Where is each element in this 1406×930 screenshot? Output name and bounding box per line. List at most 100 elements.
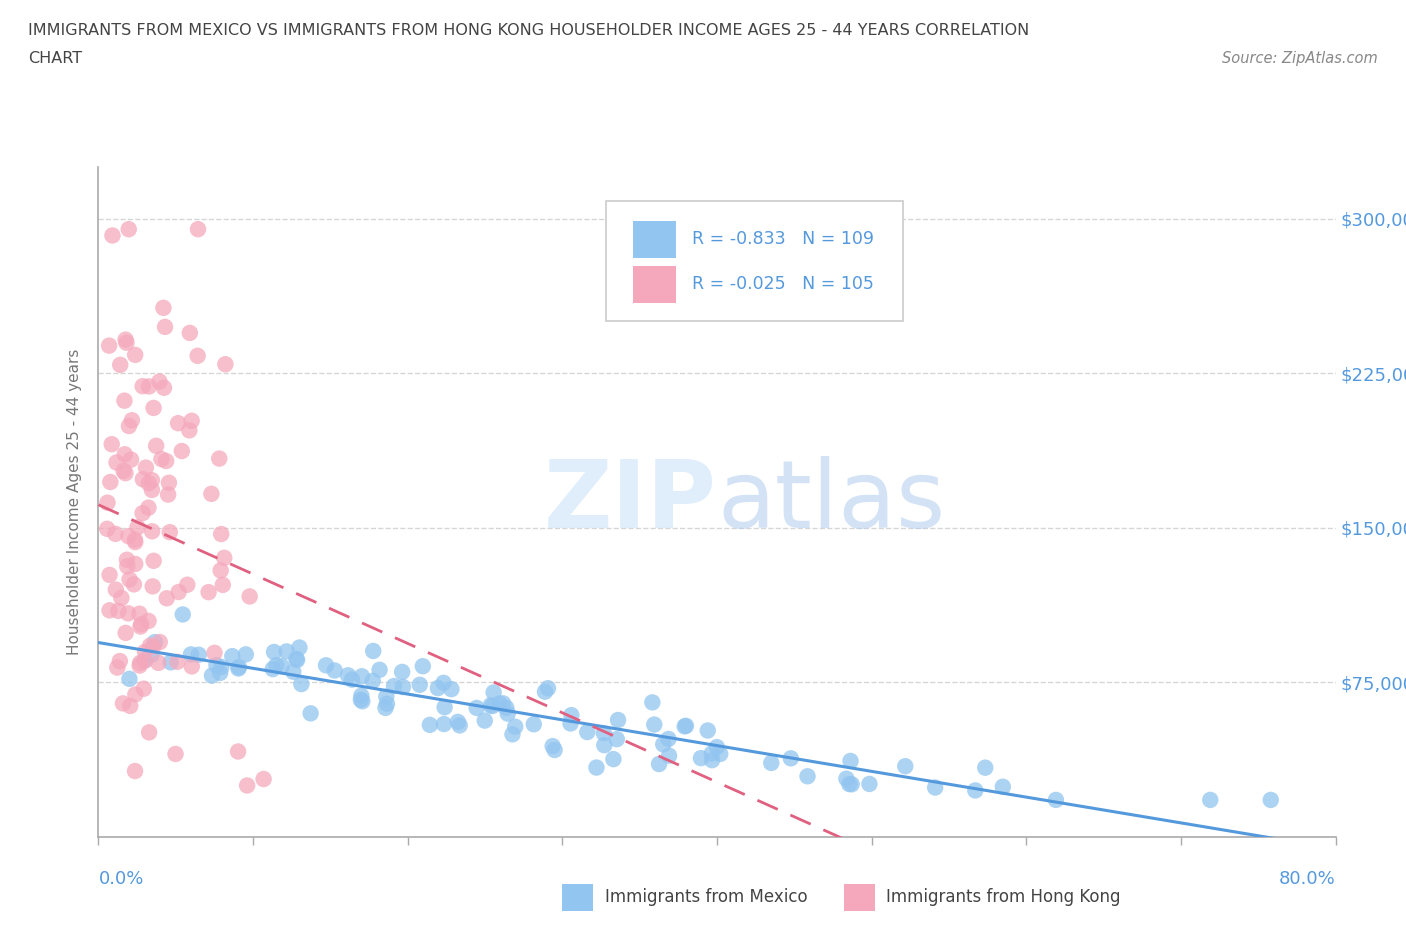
Point	[201, 668, 224, 683]
Point	[98, 339, 121, 353]
Point	[350, 688, 373, 703]
Text: ZIP: ZIP	[544, 457, 717, 548]
Point	[409, 677, 432, 692]
Point	[114, 393, 136, 408]
Text: 0.0%: 0.0%	[98, 870, 143, 887]
FancyBboxPatch shape	[633, 221, 676, 258]
Point	[156, 591, 179, 605]
Point	[440, 682, 463, 697]
Point	[263, 644, 285, 659]
Point	[488, 696, 510, 711]
Point	[142, 640, 165, 655]
Point	[835, 771, 858, 786]
Point	[290, 677, 312, 692]
Point	[117, 605, 139, 620]
Point	[648, 757, 671, 772]
Point	[323, 663, 346, 678]
Point	[100, 437, 122, 452]
Point	[138, 500, 160, 515]
Text: CHART: CHART	[28, 51, 82, 66]
Point	[124, 556, 146, 571]
Point	[115, 552, 138, 567]
Point	[276, 644, 298, 658]
Point	[214, 357, 236, 372]
Point	[492, 696, 515, 711]
Point	[673, 719, 696, 734]
Point	[129, 619, 152, 634]
Point	[138, 476, 160, 491]
Point	[433, 717, 456, 732]
Point	[382, 679, 405, 694]
Point	[118, 418, 141, 433]
Point	[1045, 792, 1067, 807]
Point	[107, 604, 129, 618]
Text: IMMIGRANTS FROM MEXICO VS IMMIGRANTS FROM HONG KONG HOUSEHOLDER INCOME AGES 25 -: IMMIGRANTS FROM MEXICO VS IMMIGRANTS FRO…	[28, 23, 1029, 38]
Point	[412, 658, 434, 673]
Point	[138, 724, 160, 739]
Point	[120, 698, 142, 713]
Point	[700, 746, 723, 761]
Text: Source: ZipAtlas.com: Source: ZipAtlas.com	[1222, 51, 1378, 66]
Point	[180, 659, 202, 674]
Y-axis label: Householder Income Ages 25 - 44 years: Householder Income Ages 25 - 44 years	[67, 349, 83, 656]
Point	[100, 474, 122, 489]
Point	[157, 475, 180, 490]
Point	[104, 526, 127, 541]
Point	[1199, 792, 1222, 807]
Point	[221, 649, 243, 664]
Point	[124, 535, 146, 550]
Point	[503, 719, 526, 734]
Point	[283, 664, 305, 679]
Point	[432, 675, 454, 690]
Point	[974, 760, 997, 775]
Point	[543, 742, 565, 757]
Point	[131, 506, 153, 521]
Point	[132, 472, 155, 486]
Point	[197, 585, 219, 600]
Point	[153, 380, 176, 395]
Point	[560, 716, 582, 731]
Point	[465, 700, 488, 715]
Point	[537, 681, 560, 696]
Point	[180, 647, 202, 662]
FancyBboxPatch shape	[606, 201, 903, 322]
Point	[120, 452, 142, 467]
Point	[155, 454, 177, 469]
Point	[180, 413, 202, 428]
Point	[142, 579, 165, 594]
Point	[96, 495, 118, 510]
Point	[239, 589, 262, 604]
Point	[228, 659, 250, 674]
Text: R = -0.833   N = 109: R = -0.833 N = 109	[692, 230, 875, 248]
Point	[129, 656, 152, 671]
Point	[991, 779, 1014, 794]
Point	[361, 644, 384, 658]
Point	[108, 654, 131, 669]
Point	[179, 423, 201, 438]
Point	[141, 472, 163, 487]
Point	[652, 737, 675, 751]
Point	[145, 438, 167, 453]
Point	[127, 520, 149, 535]
Point	[270, 658, 292, 673]
Point	[593, 737, 616, 752]
Point	[139, 638, 162, 653]
Point	[96, 522, 118, 537]
Point	[337, 668, 360, 683]
Text: R = -0.025   N = 105: R = -0.025 N = 105	[692, 275, 875, 293]
Point	[141, 524, 163, 538]
Point	[350, 669, 373, 684]
Point	[141, 647, 163, 662]
Point	[607, 712, 630, 727]
Point	[375, 697, 398, 711]
Point	[447, 714, 470, 729]
Point	[141, 483, 163, 498]
Point	[262, 661, 284, 676]
Point	[138, 379, 160, 394]
Point	[285, 653, 308, 668]
Point	[187, 349, 209, 364]
Point	[761, 755, 783, 770]
Point	[209, 659, 232, 674]
Point	[153, 319, 176, 334]
Point	[150, 452, 173, 467]
